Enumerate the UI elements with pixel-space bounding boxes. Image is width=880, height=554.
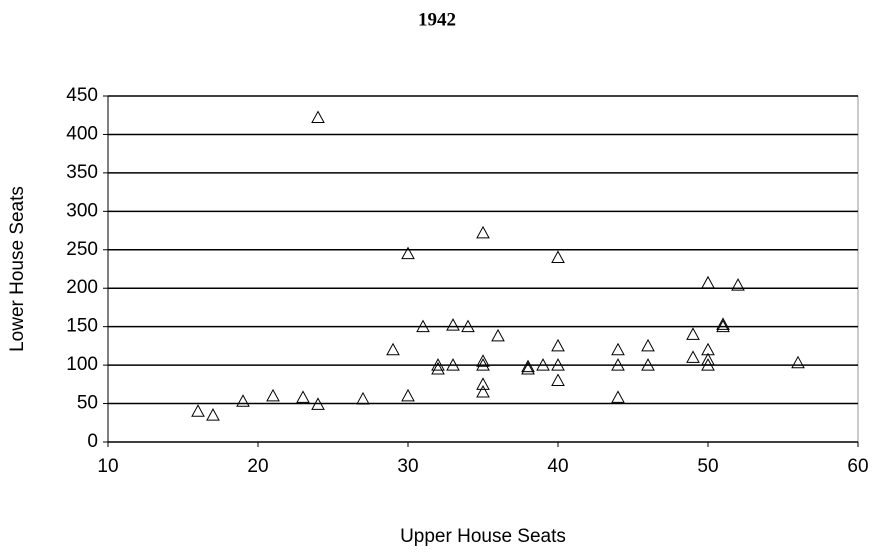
marker: [356, 391, 370, 405]
marker: [641, 358, 655, 371]
x-axis-label: Upper House Seats: [400, 526, 566, 547]
x-tick-label: 10: [97, 456, 118, 477]
marker: [401, 246, 415, 260]
plot-area: [107, 95, 859, 443]
y-tick-label: 0: [87, 431, 98, 452]
marker: [446, 358, 460, 371]
marker: [191, 404, 205, 417]
marker: [311, 110, 325, 124]
marker: [686, 350, 700, 363]
marker: [476, 354, 490, 367]
marker: [641, 338, 655, 352]
marker: [551, 250, 565, 263]
marker: [716, 319, 730, 333]
marker: [296, 390, 310, 403]
marker: [461, 319, 475, 333]
marker: [431, 358, 445, 371]
marker: [401, 388, 415, 402]
x-tick-label: 40: [547, 456, 568, 477]
y-axis-label: Lower House Seats: [7, 186, 28, 352]
marker: [416, 319, 430, 333]
y-tick-label: 400: [66, 123, 98, 144]
y-tick-label: 150: [66, 316, 98, 337]
marker: [551, 358, 565, 371]
marker: [311, 397, 325, 410]
marker: [491, 328, 505, 342]
marker: [521, 359, 535, 373]
y-tick-label: 200: [66, 277, 98, 298]
chart-title: 1942: [418, 9, 456, 30]
marker: [266, 388, 280, 402]
marker: [476, 384, 490, 398]
marker: [611, 342, 625, 356]
marker: [386, 342, 400, 356]
y-tick-label: 350: [66, 162, 98, 183]
y-tick-label: 450: [66, 85, 98, 106]
marker: [551, 373, 565, 386]
marker: [731, 278, 745, 291]
marker: [206, 408, 220, 421]
marker: [791, 355, 805, 369]
marker: [701, 352, 715, 366]
marker: [611, 390, 625, 403]
x-tick-label: 60: [847, 456, 868, 477]
marker: [551, 338, 565, 352]
marker: [701, 358, 715, 371]
marker: [521, 361, 535, 375]
x-tick-label: 50: [697, 456, 718, 477]
y-tick-label: 300: [66, 200, 98, 221]
y-tick-label: 100: [66, 354, 98, 375]
marker: [716, 317, 730, 330]
marker: [236, 394, 250, 407]
y-tick-label: 50: [77, 393, 98, 414]
marker: [611, 358, 625, 371]
x-tick-label: 30: [397, 456, 418, 477]
marker: [476, 377, 490, 390]
x-tick-label: 20: [247, 456, 268, 477]
marker: [476, 225, 490, 239]
marker: [446, 318, 460, 331]
marker: [686, 327, 700, 340]
marker: [701, 275, 715, 289]
marker: [536, 358, 550, 371]
marker: [431, 361, 445, 375]
marker: [476, 358, 490, 371]
y-tick-label: 250: [66, 239, 98, 260]
